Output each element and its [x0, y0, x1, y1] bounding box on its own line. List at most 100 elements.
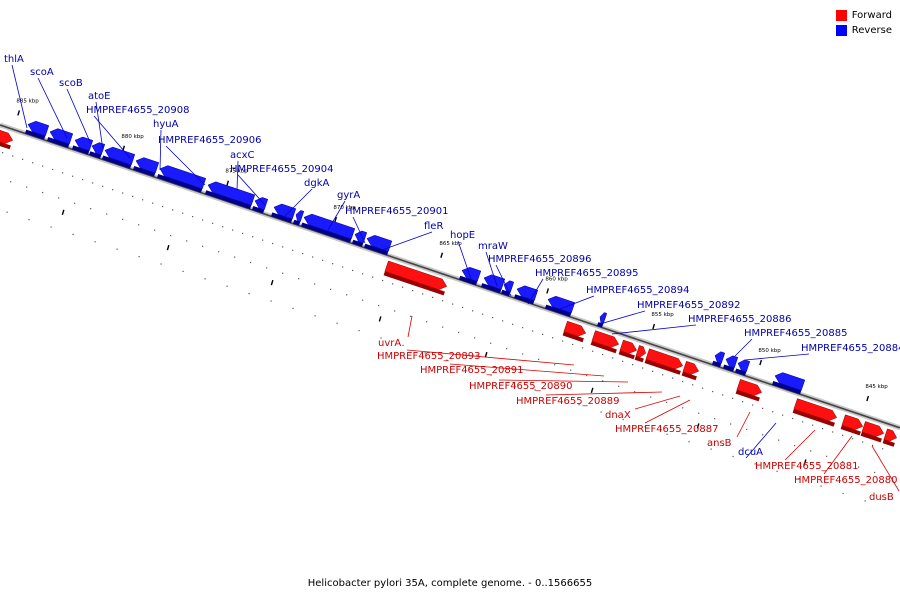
- gene-label-thla: thlA: [4, 54, 24, 65]
- tick-label-7: 850 kbp: [758, 348, 781, 354]
- scale-dot-0-550: [542, 333, 544, 335]
- leader-hmpref4655-20896: [495, 264, 512, 297]
- scale-dot-0-290: [282, 246, 284, 248]
- gene-label-hyua: hyuA: [153, 119, 179, 130]
- leader-hmpref4655-20886: [611, 324, 697, 335]
- forward-gene-10: [840, 414, 864, 436]
- leader-mraw: [485, 251, 498, 287]
- leader-ansb: [736, 411, 751, 438]
- scale-dot-1-618: [602, 380, 604, 382]
- gene-arrows: [0, 120, 898, 447]
- gene-label-mraw: mraW: [478, 241, 508, 252]
- scale-dot-0-480: [472, 310, 474, 312]
- scale-dot-2-758: [732, 455, 734, 458]
- scale-dot-0-460: [452, 303, 454, 305]
- leader-hmpref4655-20885: [734, 338, 753, 357]
- gene-label-hmpref4655-20887: HMPREF4655_20887: [615, 424, 718, 435]
- scale-dot-0-380: [372, 276, 374, 278]
- forward-gene-3: [590, 330, 620, 354]
- scale-dot-1-490: [474, 337, 476, 339]
- leader-hmpref4655-20894: [559, 295, 595, 310]
- scale-dot-1-106: [90, 208, 92, 210]
- scale-dot-0-90: [82, 178, 84, 181]
- scale-dot-0-40: [32, 162, 34, 164]
- tick-label-5: 860 kbp: [545, 276, 568, 282]
- tick-mark-8: [866, 395, 870, 402]
- leader-hmpref4655-20880: [823, 435, 853, 475]
- forward-gene-11: [860, 421, 885, 443]
- forward-gene-9: [792, 398, 838, 427]
- gene-label-dnax: dnaX: [605, 410, 631, 421]
- gene-label-hmpref4655-20881: HMPREF4655_20881: [755, 461, 858, 472]
- reverse-gene-7: [205, 181, 256, 210]
- scale-dot-0-400: [392, 283, 394, 285]
- scale-dot-0-760: [752, 404, 754, 406]
- leader-dcua: [745, 422, 777, 459]
- scale-dot-1-426: [410, 315, 412, 317]
- scale-dot-0-440: [432, 296, 434, 298]
- scale-dot-1-698: [682, 407, 684, 409]
- scale-dot-0-490: [482, 313, 484, 315]
- gene-label-hmpref4655-20892: HMPREF4655_20892: [637, 300, 740, 311]
- scale-dot-2-714: [688, 441, 690, 443]
- scale-dot-1-314: [298, 278, 300, 280]
- reverse-gene-11: [301, 213, 356, 243]
- leader-hmpref4655-20881: [784, 429, 816, 461]
- gene-label-hmpref4655-20885: HMPREF4655_20885: [744, 328, 847, 339]
- tick-lower-6: [696, 423, 700, 429]
- scale-dot-0-620: [612, 357, 614, 359]
- scale-dot-0-260: [252, 236, 254, 238]
- scale-dot-1-474: [458, 331, 460, 334]
- reverse-gene-16: [501, 280, 515, 297]
- scale-dot-2-472: [446, 359, 448, 361]
- scale-dot-0-650: [642, 367, 644, 369]
- scale-dot-2-98: [72, 233, 74, 235]
- scale-dot-1-170: [154, 229, 156, 231]
- forward-gene-12: [882, 428, 898, 447]
- gene-labels: thlA scoA scoB atoE HMPREF4655_20908 hyuA HMPR…: [4, 54, 900, 503]
- scale-dot-1-122: [106, 213, 108, 215]
- scale-dot-0-450: [442, 300, 444, 302]
- leader-hmpref4655-20906: [165, 145, 206, 186]
- tick-lower-4: [484, 351, 488, 358]
- scale-dot-0-180: [172, 209, 174, 211]
- reverse-gene-3: [89, 142, 106, 159]
- scale-dot-1-650: [634, 391, 636, 393]
- reverse-gene-4: [102, 146, 136, 169]
- tick-mark-7: [759, 359, 763, 366]
- reverse-gene-21: [723, 355, 739, 372]
- genome-scale-dots: [2, 152, 884, 502]
- scale-dot-0-660: [652, 370, 654, 372]
- scale-dot-1-506: [490, 342, 492, 344]
- scale-dot-0-60: [52, 168, 54, 171]
- scale-dot-0-510: [502, 320, 504, 322]
- scale-dot-1-826: [810, 450, 812, 452]
- scale-dot-1-666: [650, 396, 652, 398]
- leader-hmpref4655-20890: [498, 379, 629, 383]
- gene-label-hmpref4655-20895: HMPREF4655_20895: [535, 268, 638, 279]
- scale-dot-2-76: [50, 226, 52, 228]
- reverse-gene-15: [481, 274, 506, 294]
- scale-dot-2-208: [182, 270, 184, 273]
- scale-dot-0-120: [112, 189, 114, 191]
- scale-dot-1-810: [794, 444, 796, 447]
- scale-dot-1-90: [74, 202, 76, 204]
- scale-dot-0-870: [862, 441, 864, 443]
- tick-label-4: 865 kbp: [439, 241, 462, 247]
- scale-dot-2-736: [710, 448, 712, 450]
- gene-label-uvra: uvrA: [378, 338, 401, 349]
- scale-dot-0-20: [12, 155, 14, 157]
- scale-dot-2-890: [864, 500, 866, 502]
- tick-label-3: 870 kbp: [333, 205, 356, 211]
- forward-gene-8: [735, 379, 763, 402]
- reverse-gene-23: [772, 372, 806, 395]
- gene-label-hmpref4655-20904: HMPREF4655_20904: [230, 164, 333, 175]
- gene-label-fler: fleR: [424, 221, 443, 232]
- gene-label-hmpref4655-20880: HMPREF4655_20880: [794, 475, 897, 486]
- scale-dot-2-230: [204, 278, 206, 280]
- leader-hope: [457, 240, 473, 283]
- scale-dot-1-42: [26, 186, 28, 188]
- scale-dot-2-692: [666, 433, 668, 435]
- scale-dot-0-30: [22, 158, 24, 160]
- scale-dot-0-590: [582, 347, 584, 349]
